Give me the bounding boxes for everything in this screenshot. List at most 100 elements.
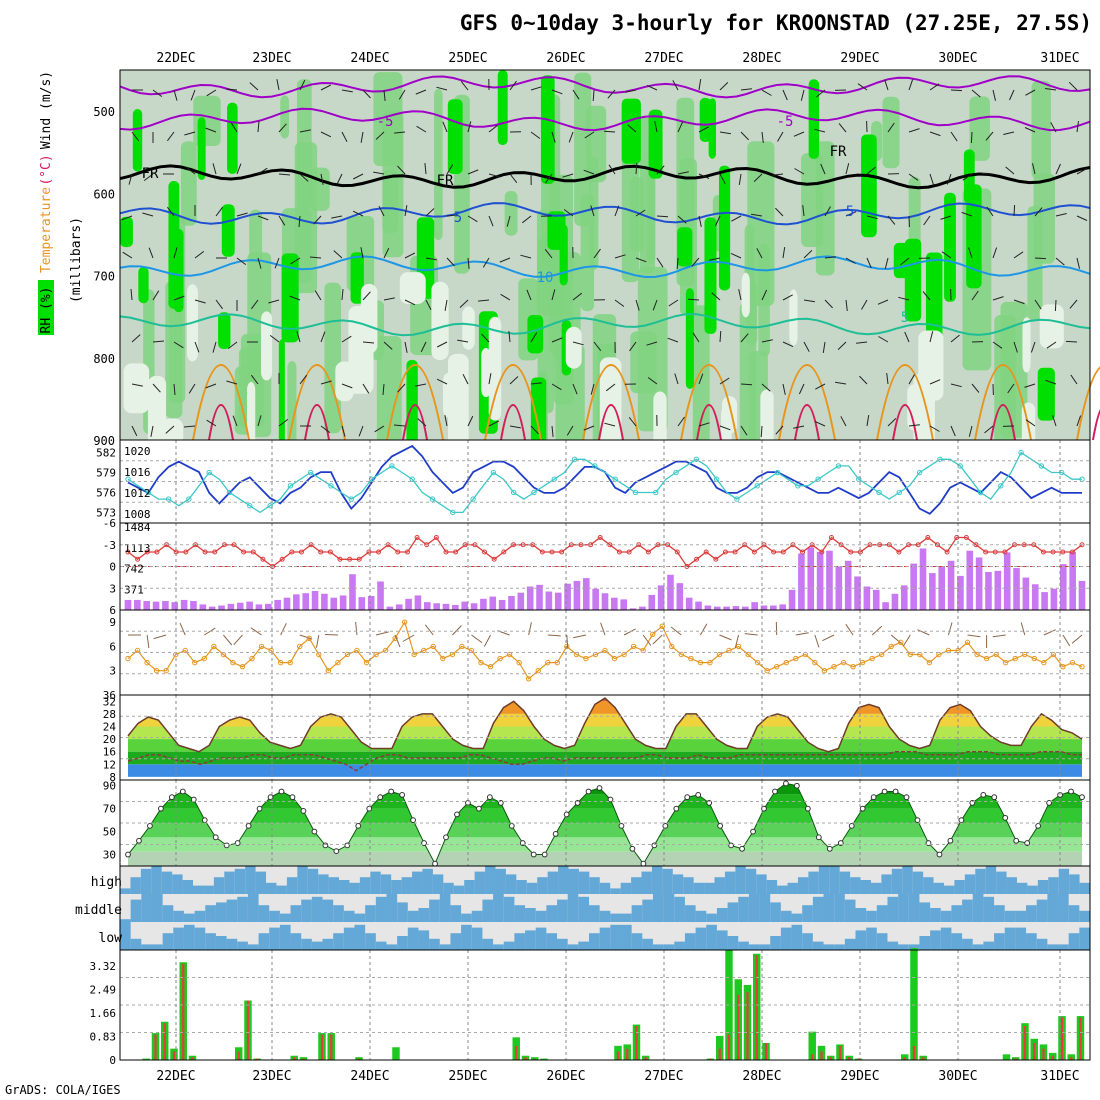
wind-barb	[676, 257, 679, 270]
lifted-index-point	[347, 556, 353, 562]
lifted-index-point	[848, 549, 854, 555]
cloud-cover-cell	[870, 882, 882, 894]
rh-point	[1079, 794, 1085, 801]
lifted-index-point	[645, 549, 651, 555]
rh-point	[541, 851, 548, 858]
wind-barb-10m	[280, 623, 287, 636]
date-label-bottom: 28DEC	[742, 1069, 781, 1084]
date-label-top: 26DEC	[546, 51, 585, 66]
lifted-index-point	[144, 549, 150, 555]
wind-barb	[866, 215, 878, 220]
wind-barb	[152, 290, 160, 301]
cloud-cover-cell	[642, 899, 654, 922]
wind-barb	[276, 79, 280, 91]
cloud-cover-cell	[972, 894, 984, 922]
cloud-cover-cell	[537, 877, 549, 894]
cloud-cover-cell	[422, 868, 434, 894]
wind-tick: 36	[103, 689, 116, 702]
cloud-cover-cell	[505, 874, 517, 894]
wind-barb	[984, 425, 994, 434]
cloud-cover-cell	[311, 896, 324, 922]
wind-barb	[457, 339, 469, 343]
cloud-cover-cell	[738, 896, 750, 922]
wind-barb	[887, 215, 896, 225]
wind-barb	[614, 205, 620, 217]
cloud-level-label: low	[99, 931, 123, 946]
cloud-clear-cell	[599, 866, 611, 894]
cloud-cover-cell	[557, 938, 569, 950]
date-label-bottom: 23DEC	[252, 1069, 291, 1084]
cloud-cover-cell	[226, 899, 238, 922]
cape-bar	[723, 606, 730, 610]
lifted-index-point	[414, 535, 420, 540]
lifted-index-point	[732, 549, 738, 555]
precip-total-bar	[392, 1047, 400, 1060]
cloud-cover-cell	[1016, 882, 1028, 894]
wind-barb	[646, 84, 658, 91]
cloud-cover-cell	[791, 924, 803, 950]
cloud-cover-cell	[397, 902, 409, 922]
wind-barb-10m	[734, 634, 740, 648]
cloud-cover-cell	[547, 871, 559, 894]
cloud-clear-cell	[652, 922, 665, 950]
cloud-clear-cell	[503, 922, 515, 950]
wind-speed-point	[1041, 659, 1047, 666]
cloud-cover-cell	[996, 871, 1008, 894]
lifted-index-point	[212, 549, 218, 555]
wind-barb	[212, 163, 217, 175]
cloud-cover-cell	[269, 927, 281, 950]
rh-high-cell	[132, 109, 143, 172]
date-label-bottom: 30DEC	[938, 1069, 977, 1084]
cloud-cover-cell	[943, 885, 955, 894]
wind-barb	[814, 128, 826, 133]
cape-bar	[321, 593, 328, 610]
wind-speed-point	[774, 663, 780, 670]
cloud-cover-cell	[663, 944, 675, 950]
rh-point	[892, 788, 899, 795]
cloud-cover-cell	[1079, 910, 1091, 922]
rh-mid-cell	[629, 176, 645, 252]
wind-barb	[698, 373, 704, 385]
thickness-point	[734, 496, 740, 502]
cape-bar	[648, 594, 656, 610]
rh-point	[311, 828, 318, 835]
lifted-index-point	[963, 535, 969, 540]
precip-tick: 3.32	[90, 960, 117, 973]
rh-point	[629, 845, 636, 852]
rh-mid-cell	[747, 141, 775, 306]
wind-barb	[698, 79, 702, 91]
cloud-clear-cell	[759, 922, 771, 950]
lifted-index-point	[298, 549, 304, 555]
cloud-cover-cell	[418, 908, 430, 922]
isotherm-label: 10	[537, 270, 554, 286]
wind-barb-10m	[699, 623, 708, 636]
wind-barb	[793, 425, 805, 429]
wind-speed-point	[421, 647, 427, 654]
wind-barb	[378, 205, 385, 217]
rh-high-cell	[138, 266, 149, 304]
cloud-cover-cell	[704, 882, 716, 894]
wind-barb	[173, 247, 178, 259]
cape-bar	[162, 601, 169, 610]
thickness-point	[429, 496, 436, 502]
cloud-cover-cell	[474, 871, 486, 894]
rh-high-cell	[944, 192, 956, 302]
wind-speed-point	[869, 655, 875, 662]
wind-barb	[1076, 168, 1087, 175]
wind-barb	[462, 373, 469, 385]
wind-speed-point	[859, 659, 866, 666]
cape-bar	[863, 586, 871, 610]
cloud-cover-cell	[908, 944, 920, 950]
rh-band	[128, 837, 1082, 852]
cloud-clear-cell	[983, 922, 995, 950]
thickness-point	[206, 469, 212, 476]
precip-convective-bar	[1060, 1017, 1064, 1060]
cloud-cover-cell	[652, 894, 665, 922]
cape-bar	[919, 548, 927, 610]
cloud-cover-cell	[933, 882, 945, 894]
isotherm-hump-orange	[778, 364, 836, 441]
wind-barb	[761, 339, 773, 343]
wind-speed-point	[821, 668, 828, 674]
cloud-cover-cell	[205, 933, 217, 950]
cloud-clear-cell	[461, 894, 473, 922]
